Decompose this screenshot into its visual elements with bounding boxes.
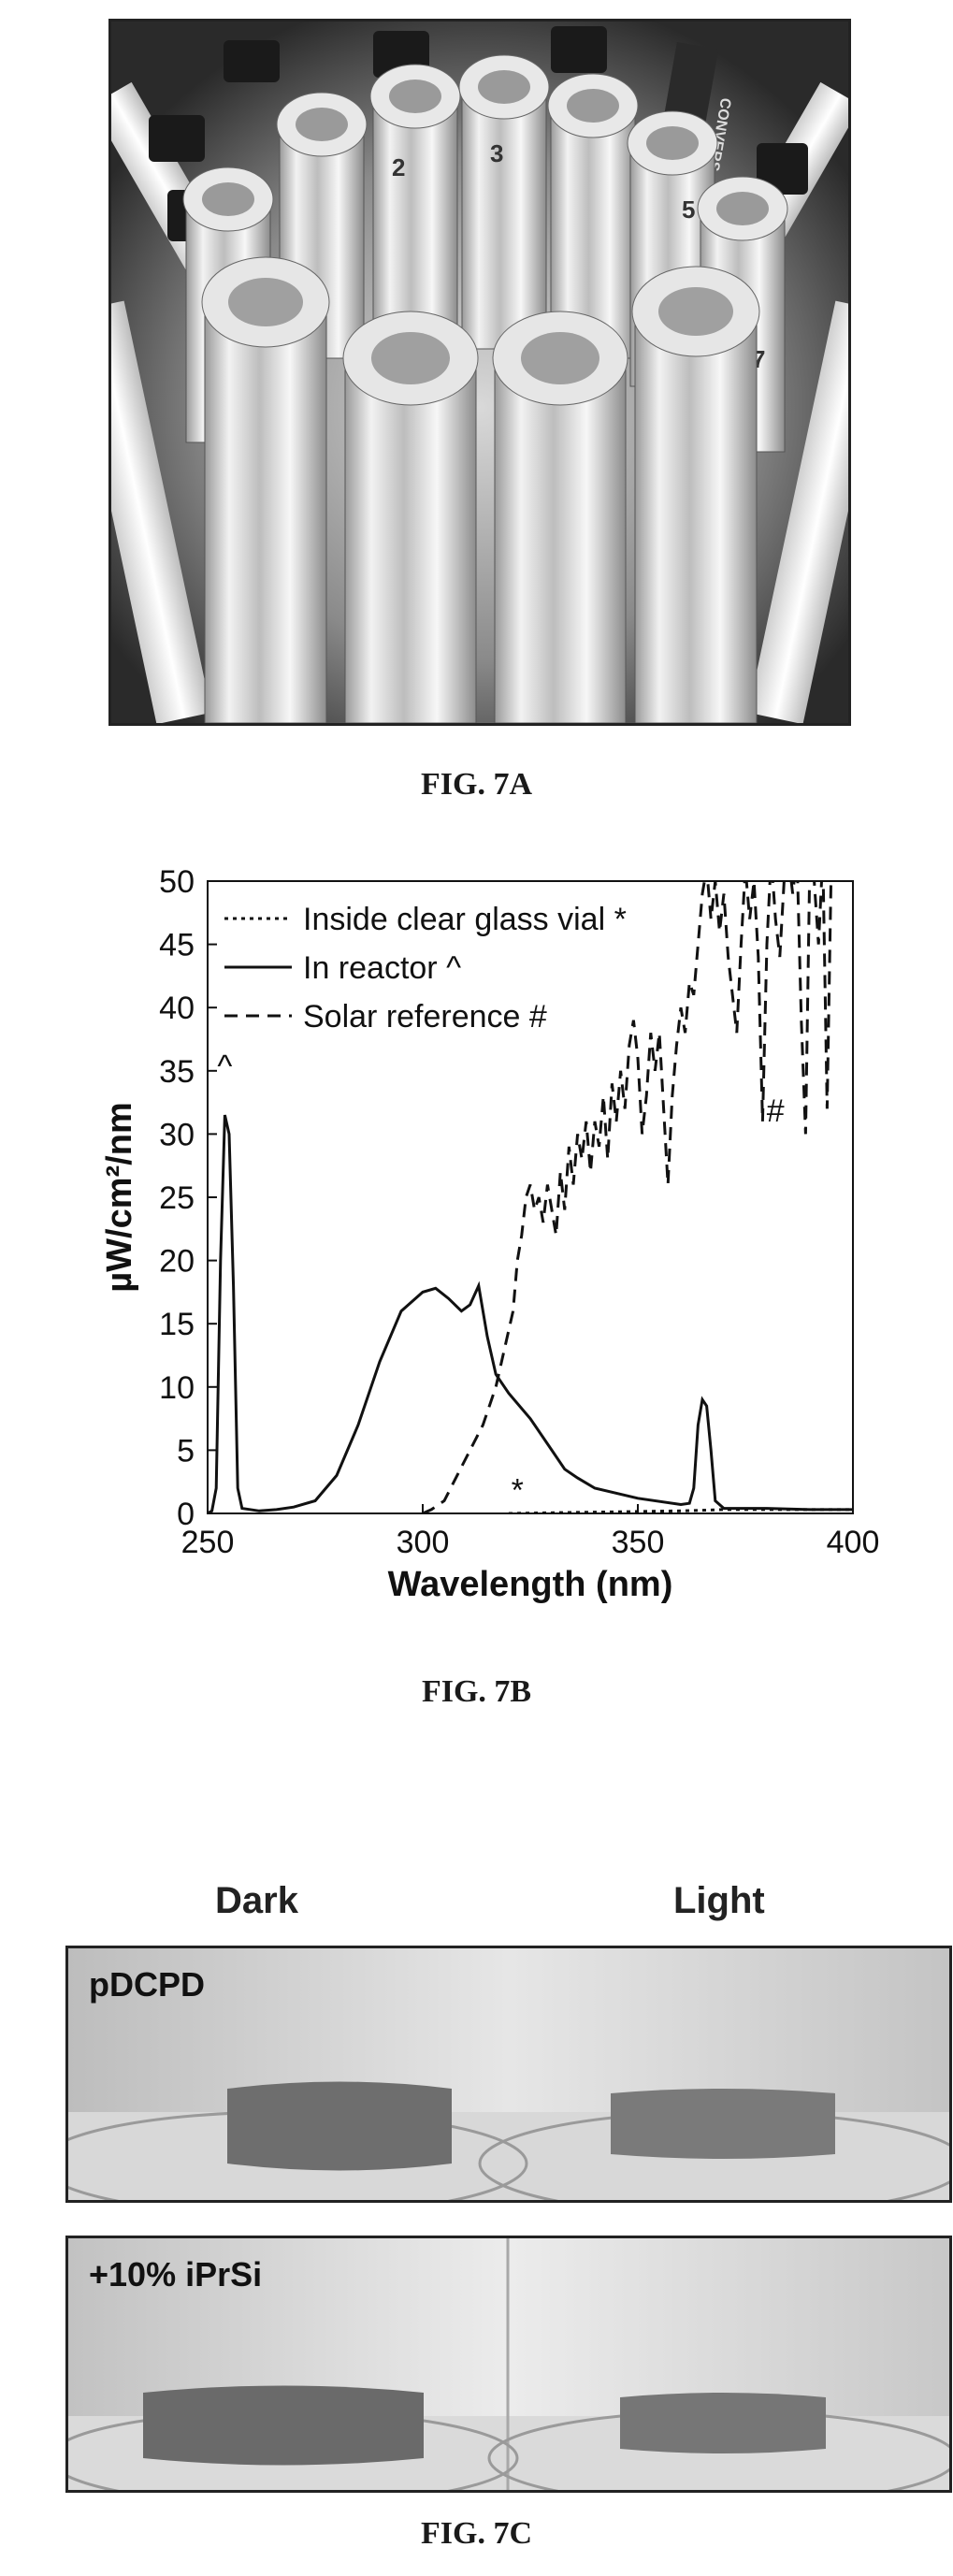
dark-sample [227,2081,452,2171]
figure-7a-caption: FIG. 7A [421,767,532,802]
legend-entry-1: In reactor ^ [303,950,461,986]
y-axis-label: µW/cm²/nm [100,1102,139,1292]
x-tick-label: 250 [181,1525,235,1560]
y-tick-label: 0 [177,1497,195,1532]
sample-photo-pdcpd: pDCPD [65,1946,952,2203]
series-annotation-1: * [512,1472,524,1508]
series-annotation-2: # [767,1093,785,1129]
sample-photo-iprsi: +10% iPrSi [65,2236,952,2493]
panel-label-pdcpd: pDCPD [89,1965,205,2004]
reactor-photo: CONVERS 2 3 [108,19,851,726]
series-line-2 [422,881,846,1513]
dark-sample-iprsi [143,2385,424,2466]
x-tick-label: 350 [612,1525,665,1560]
y-tick-label: 40 [159,991,195,1026]
vial-number-5: 5 [682,195,695,224]
series-line-1 [208,1114,853,1513]
vial-number-3: 3 [490,139,503,167]
y-tick-label: 30 [159,1117,195,1152]
y-tick-label: 20 [159,1244,195,1280]
y-tick-label: 10 [159,1370,195,1406]
y-tick-label: 15 [159,1307,195,1342]
figure-7b-caption: FIG. 7B [421,1674,532,1709]
x-axis-label: Wavelength (nm) [388,1565,673,1604]
x-tick-label: 300 [397,1525,450,1560]
y-tick-label: 35 [159,1054,195,1090]
vials-front-row [201,256,760,723]
sample-photo-pdcpd-illustration [68,1948,949,2200]
legend-entry-2: Solar reference # [303,999,547,1035]
series-annotation-0: ^ [217,1049,232,1085]
y-tick-label: 45 [159,928,195,963]
figure-7c-caption: FIG. 7C [421,2516,532,2551]
y-tick-label: 25 [159,1180,195,1216]
vial-number-2: 2 [392,153,405,181]
reactor-photo-illustration: CONVERS 2 3 [111,22,848,723]
column-label-dark: Dark [215,1880,298,1921]
sample-photo-iprsi-illustration [68,2238,949,2490]
y-tick-label: 50 [159,870,195,900]
y-tick-label: 5 [177,1433,195,1469]
column-label-light: Light [673,1880,765,1921]
irradiance-spectrum-chart: 250 300 350 400 0 5 10 15 20 25 30 35 40 45 50 Waveleng… [100,870,880,1604]
light-sample-iprsi [620,2393,826,2453]
panel-label-iprsi: +10% iPrSi [89,2255,263,2294]
legend-entry-0: Inside clear glass vial * [303,902,627,937]
x-tick-label: 400 [827,1525,880,1560]
light-sample [611,2089,835,2159]
